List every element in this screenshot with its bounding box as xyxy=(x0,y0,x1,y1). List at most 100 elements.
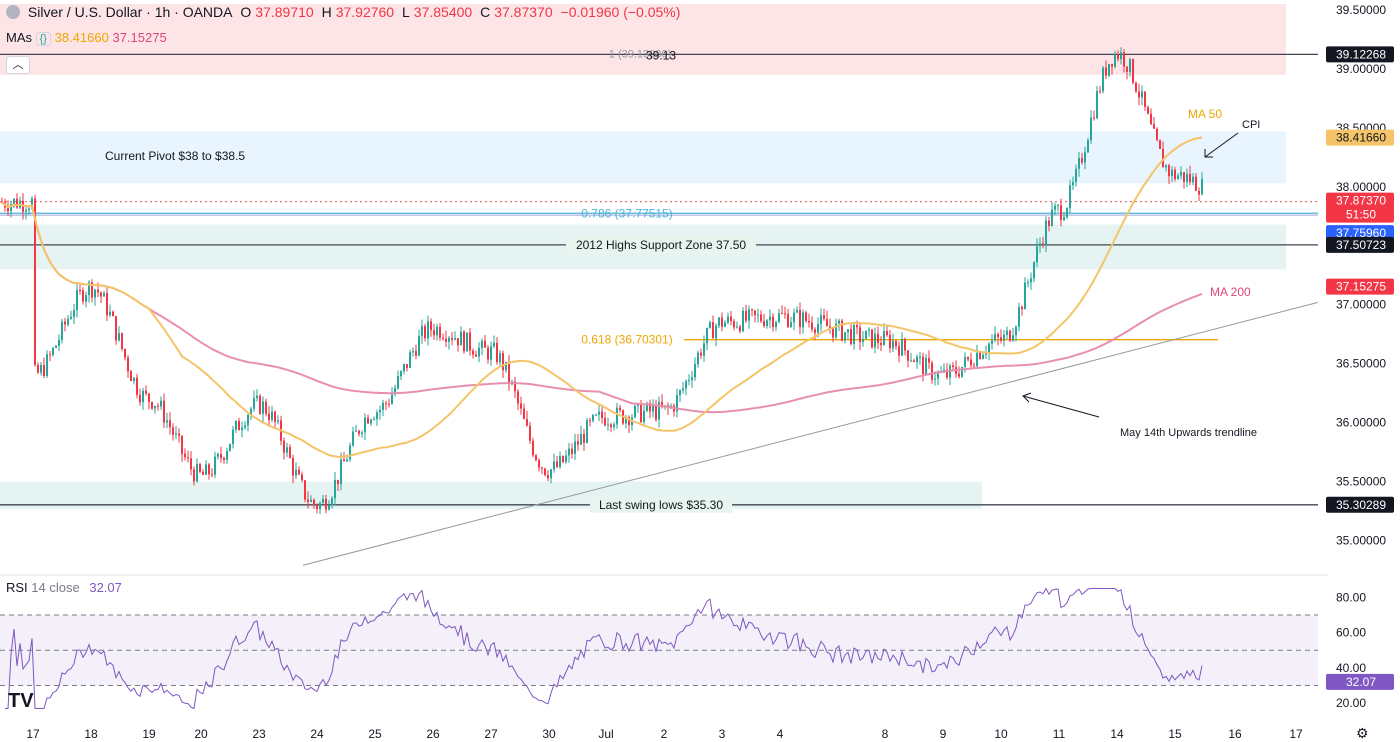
candle-body xyxy=(1150,113,1152,125)
candle-body xyxy=(1048,220,1050,226)
candle-body xyxy=(307,499,309,502)
candle-body xyxy=(1024,282,1026,310)
candle-body xyxy=(1027,282,1029,284)
trendline-arrow-head xyxy=(1022,392,1032,403)
candle-body xyxy=(1051,209,1053,226)
candle-body xyxy=(730,316,732,322)
candle-body xyxy=(817,323,819,333)
candle-body xyxy=(244,425,246,428)
candle-body xyxy=(184,453,186,458)
settings-gear-icon[interactable]: ⚙ xyxy=(1356,725,1369,741)
candle-body xyxy=(298,469,300,475)
candle-body xyxy=(367,417,369,424)
candle-body xyxy=(124,348,126,358)
tradingview-logo[interactable]: TV xyxy=(8,690,34,712)
candle-body xyxy=(517,391,519,404)
candle-body xyxy=(106,292,108,316)
candle-body xyxy=(865,330,867,339)
fib-1-label: 1 (39.13000) xyxy=(609,48,671,60)
candle-body xyxy=(1117,53,1119,60)
collapse-chevron-icon[interactable]: ︿ xyxy=(6,56,30,74)
candle-body xyxy=(532,440,534,456)
candle-body xyxy=(790,322,792,327)
candle-body xyxy=(1060,205,1062,221)
ma200-value: 37.15275 xyxy=(112,30,167,45)
rsi-line xyxy=(5,587,1203,710)
candle-body xyxy=(553,461,555,470)
candle-body xyxy=(103,292,105,297)
x-tick-label: 17 xyxy=(26,727,40,741)
candle-body xyxy=(814,329,816,333)
candle-body xyxy=(1111,64,1113,67)
candle-body xyxy=(13,198,15,204)
close-label: C xyxy=(480,4,491,20)
price-badge-label: 38.41660 xyxy=(1336,131,1386,145)
candle-body xyxy=(925,357,927,375)
candle-body xyxy=(490,346,492,360)
candle-body xyxy=(889,335,891,349)
braces-icon[interactable]: {} xyxy=(35,32,51,46)
candle-body xyxy=(271,411,273,421)
rsi-value: 32.07 xyxy=(89,580,122,595)
candle-body xyxy=(988,343,990,353)
candle-body xyxy=(985,352,987,355)
candle-body xyxy=(331,498,333,506)
candle-body xyxy=(820,315,822,324)
x-tick-label: 19 xyxy=(142,727,156,741)
candle-body xyxy=(391,394,393,404)
candle-body xyxy=(1015,326,1017,336)
candle-body xyxy=(652,405,654,412)
candle-body xyxy=(568,448,570,456)
candle-body xyxy=(181,435,183,454)
candle-body xyxy=(211,474,213,476)
candle-body xyxy=(205,464,207,475)
candle-body xyxy=(550,469,552,479)
candle-body xyxy=(286,447,288,453)
candle-body xyxy=(616,407,618,425)
candle-body xyxy=(823,315,825,319)
candle-body xyxy=(646,403,648,411)
candle-body xyxy=(658,401,660,420)
rsi-label[interactable]: RSI xyxy=(6,580,28,595)
candle-body xyxy=(1201,178,1203,195)
candle-body xyxy=(289,447,291,458)
candle-body xyxy=(763,321,765,327)
candle-body xyxy=(802,312,804,328)
candle-body xyxy=(1081,158,1083,163)
ma50-label: MA 50 xyxy=(1188,107,1222,121)
candle-body xyxy=(55,345,57,348)
price-badge-label: 39.12268 xyxy=(1336,47,1386,61)
price-tick-label: 36.50000 xyxy=(1336,357,1386,371)
candle-body xyxy=(1153,124,1155,129)
candle-body xyxy=(376,412,378,420)
candle-body xyxy=(898,346,900,356)
candle-body xyxy=(928,357,930,363)
candle-body xyxy=(892,340,894,349)
support-label-bg xyxy=(566,236,756,253)
candle-body xyxy=(460,331,462,346)
symbol-icon[interactable] xyxy=(6,5,20,19)
ma50-value: 38.41660 xyxy=(54,30,109,45)
candle-body xyxy=(544,468,546,476)
candle-body xyxy=(241,427,243,431)
candle-body xyxy=(535,455,537,461)
candle-body xyxy=(775,321,777,328)
candle-body xyxy=(574,441,576,454)
x-tick-label: 14 xyxy=(1110,727,1124,741)
symbol-title[interactable]: Silver / U.S. Dollar · 1h · OANDA xyxy=(27,4,233,20)
candle-body xyxy=(721,317,723,327)
mas-label[interactable]: MAs xyxy=(6,30,32,45)
candle-body xyxy=(1138,91,1140,98)
candle-body xyxy=(349,445,351,460)
trendline-arrow xyxy=(1022,395,1100,418)
high-value: 37.92760 xyxy=(335,4,395,20)
candle-body xyxy=(115,316,117,341)
candle-body xyxy=(1054,205,1056,210)
x-tick-label: 10 xyxy=(994,727,1008,741)
candle-body xyxy=(388,403,390,405)
price-badge-label: 32.07 xyxy=(1346,675,1376,689)
candle-body xyxy=(412,351,414,353)
candle-body xyxy=(394,388,396,395)
candle-body xyxy=(556,461,558,467)
rsi-tick-label: 40.00 xyxy=(1336,661,1366,675)
